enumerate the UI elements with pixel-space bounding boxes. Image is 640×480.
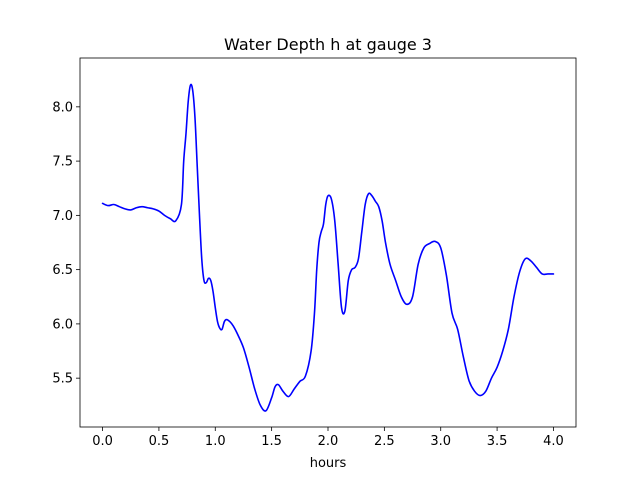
axes-frame [79, 57, 577, 428]
y-axis: 5.5 6.0 6.5 7.0 7.5 8.0 [52, 100, 80, 387]
x-tick-label: 2.5 [374, 434, 395, 449]
y-tick-label: 6.0 [52, 317, 73, 332]
x-tick-label: 0.0 [92, 434, 113, 449]
chart-title: Water Depth h at gauge 3 [224, 35, 432, 54]
y-tick-label: 7.0 [52, 209, 73, 224]
x-tick-label: 3.5 [487, 434, 508, 449]
y-tick-label: 7.5 [52, 155, 73, 170]
series-line [101, 83, 555, 412]
y-tick-label: 5.5 [52, 372, 73, 387]
x-tick-label: 4.0 [543, 434, 564, 449]
x-tick-label: 1.0 [205, 434, 226, 449]
x-axis-label: hours [310, 456, 347, 471]
x-tick-label: 3.0 [430, 434, 451, 449]
x-tick-label: 0.5 [149, 434, 170, 449]
y-tick-label: 6.5 [52, 263, 73, 278]
x-axis: 0.0 0.5 1.0 1.5 2.0 2.5 3.0 3.5 4.0 [92, 427, 564, 449]
x-tick-label: 1.5 [261, 434, 282, 449]
y-tick-label: 8.0 [52, 100, 73, 115]
x-tick-label: 2.0 [318, 434, 339, 449]
